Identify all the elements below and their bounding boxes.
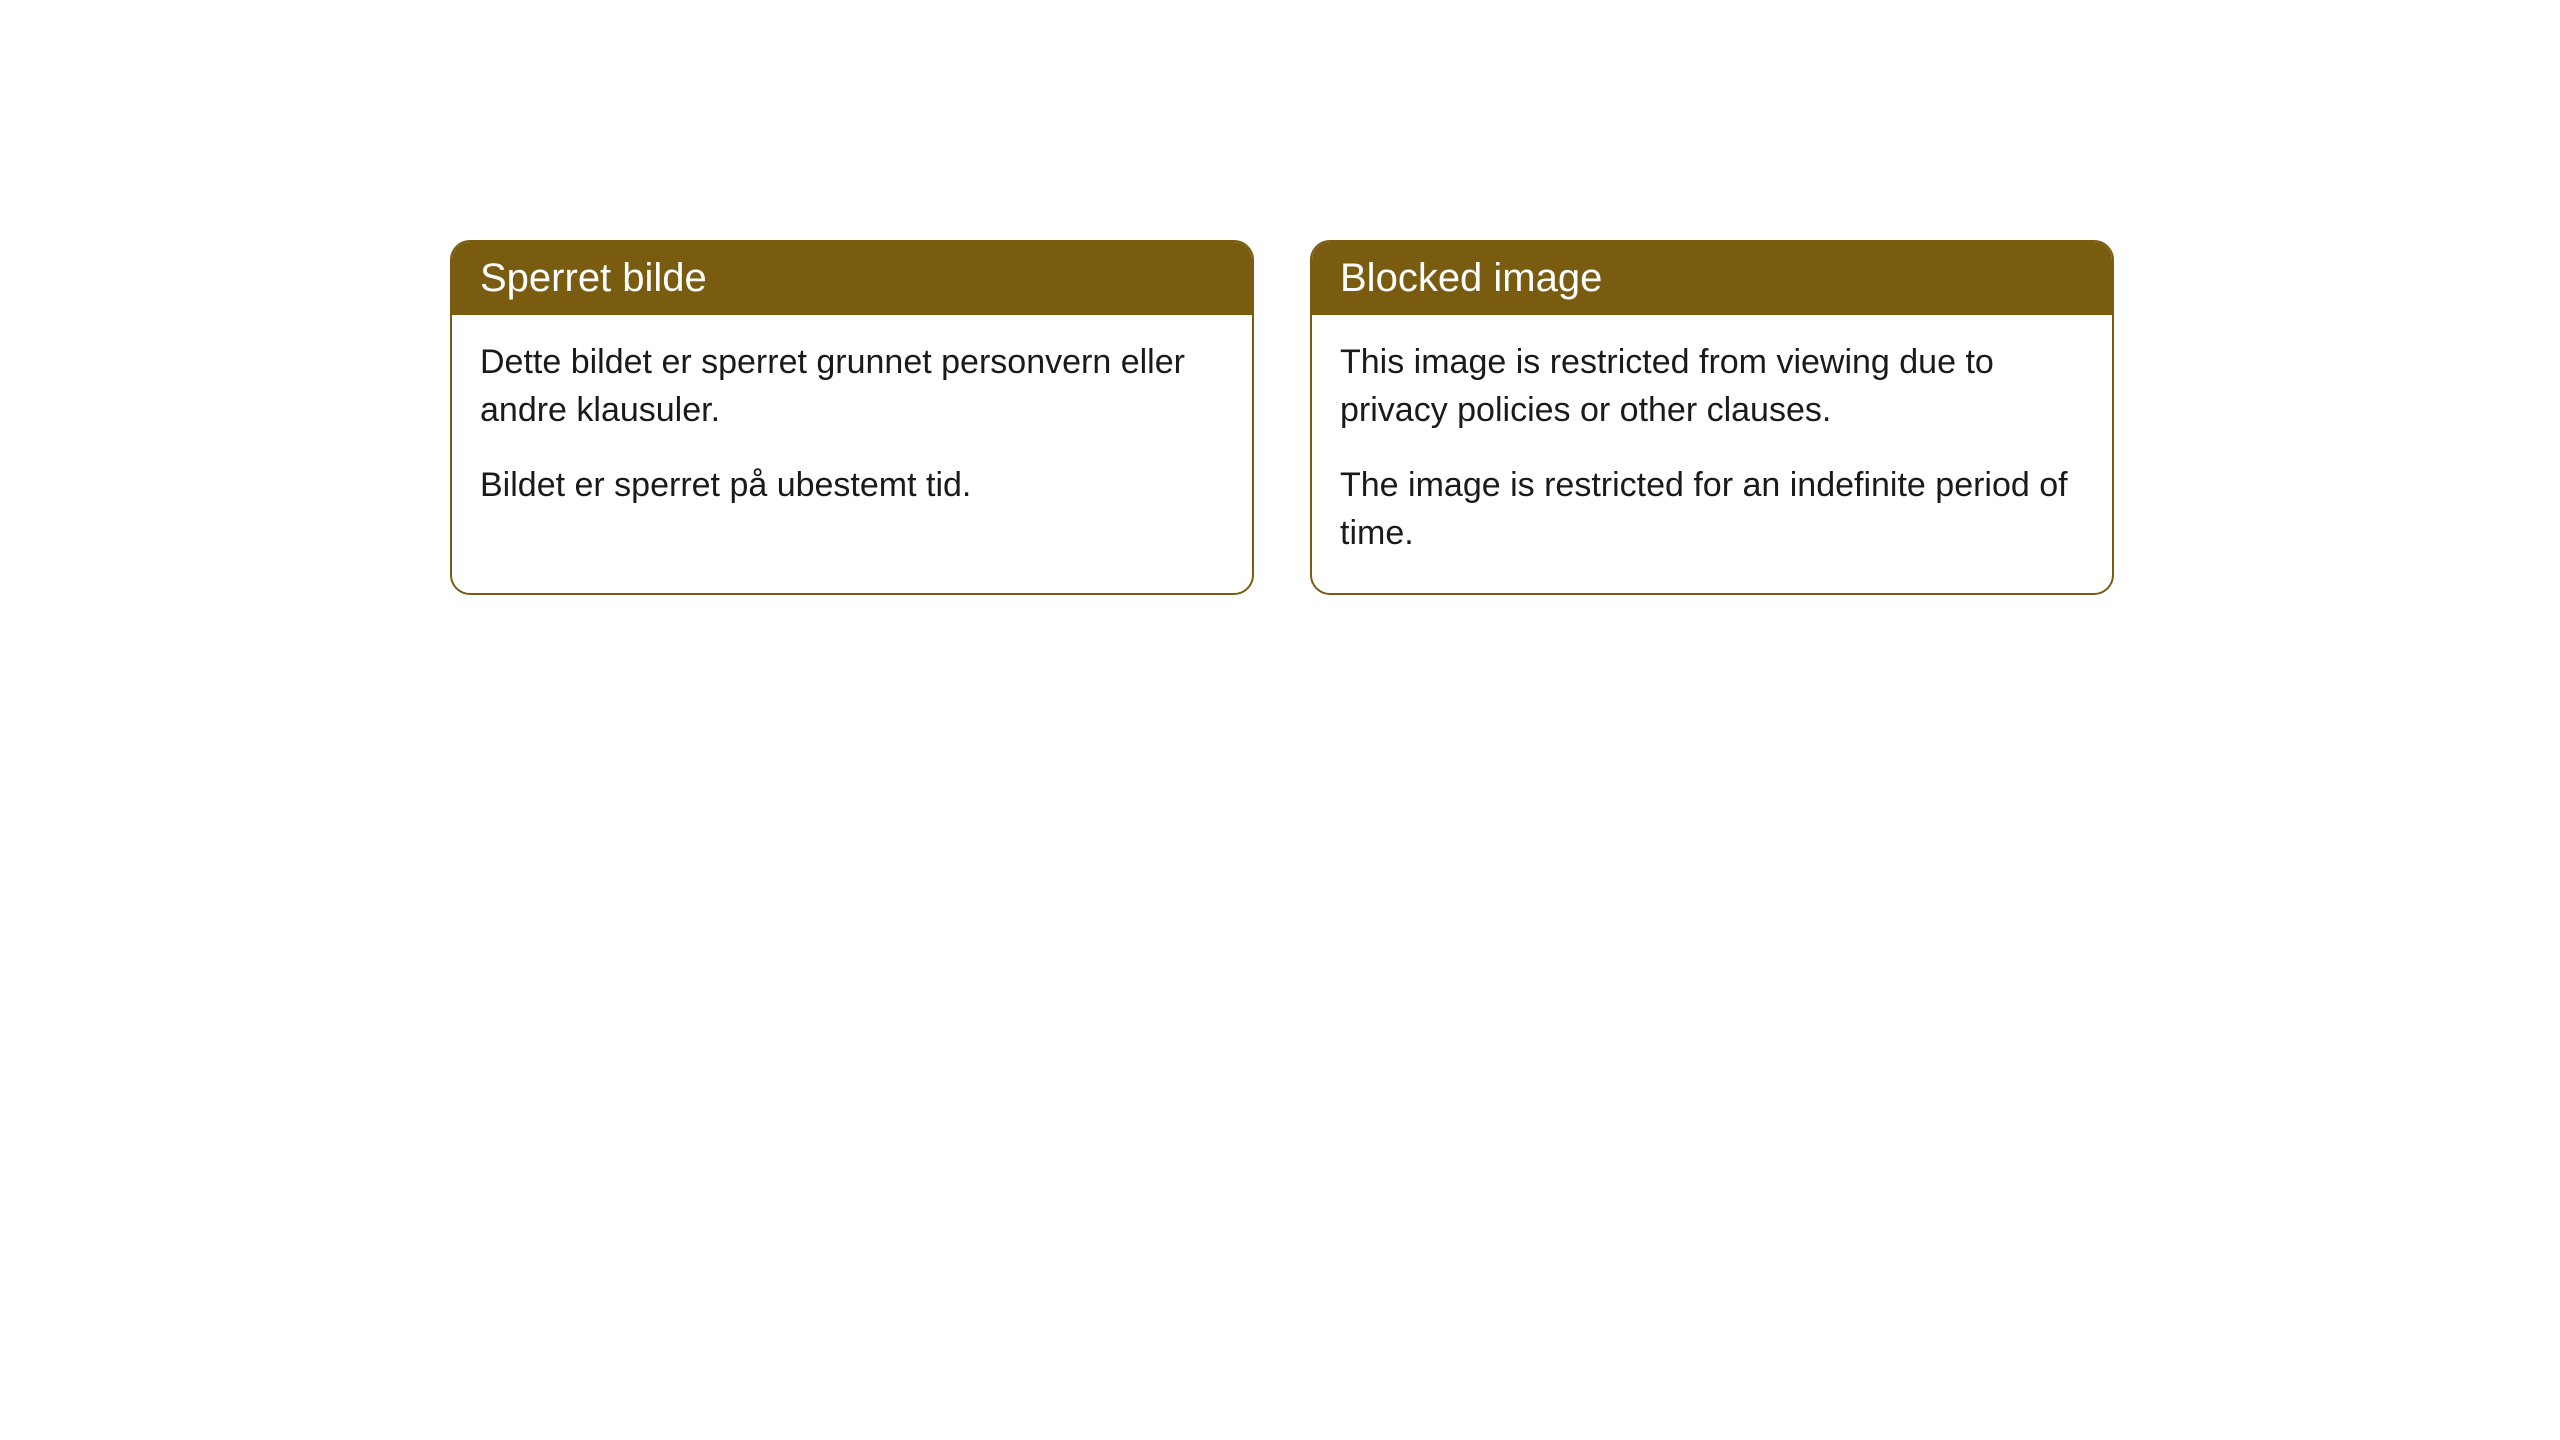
card-body-norwegian: Dette bildet er sperret grunnet personve… <box>452 315 1252 546</box>
card-norwegian: Sperret bilde Dette bildet er sperret gr… <box>450 240 1254 595</box>
card-body-english: This image is restricted from viewing du… <box>1312 315 2112 593</box>
card-paragraph: The image is restricted for an indefinit… <box>1340 462 2084 557</box>
card-header-english: Blocked image <box>1312 242 2112 315</box>
cards-container: Sperret bilde Dette bildet er sperret gr… <box>450 240 2560 595</box>
card-paragraph: This image is restricted from viewing du… <box>1340 339 2084 434</box>
card-english: Blocked image This image is restricted f… <box>1310 240 2114 595</box>
card-paragraph: Bildet er sperret på ubestemt tid. <box>480 462 1224 510</box>
card-paragraph: Dette bildet er sperret grunnet personve… <box>480 339 1224 434</box>
card-header-norwegian: Sperret bilde <box>452 242 1252 315</box>
